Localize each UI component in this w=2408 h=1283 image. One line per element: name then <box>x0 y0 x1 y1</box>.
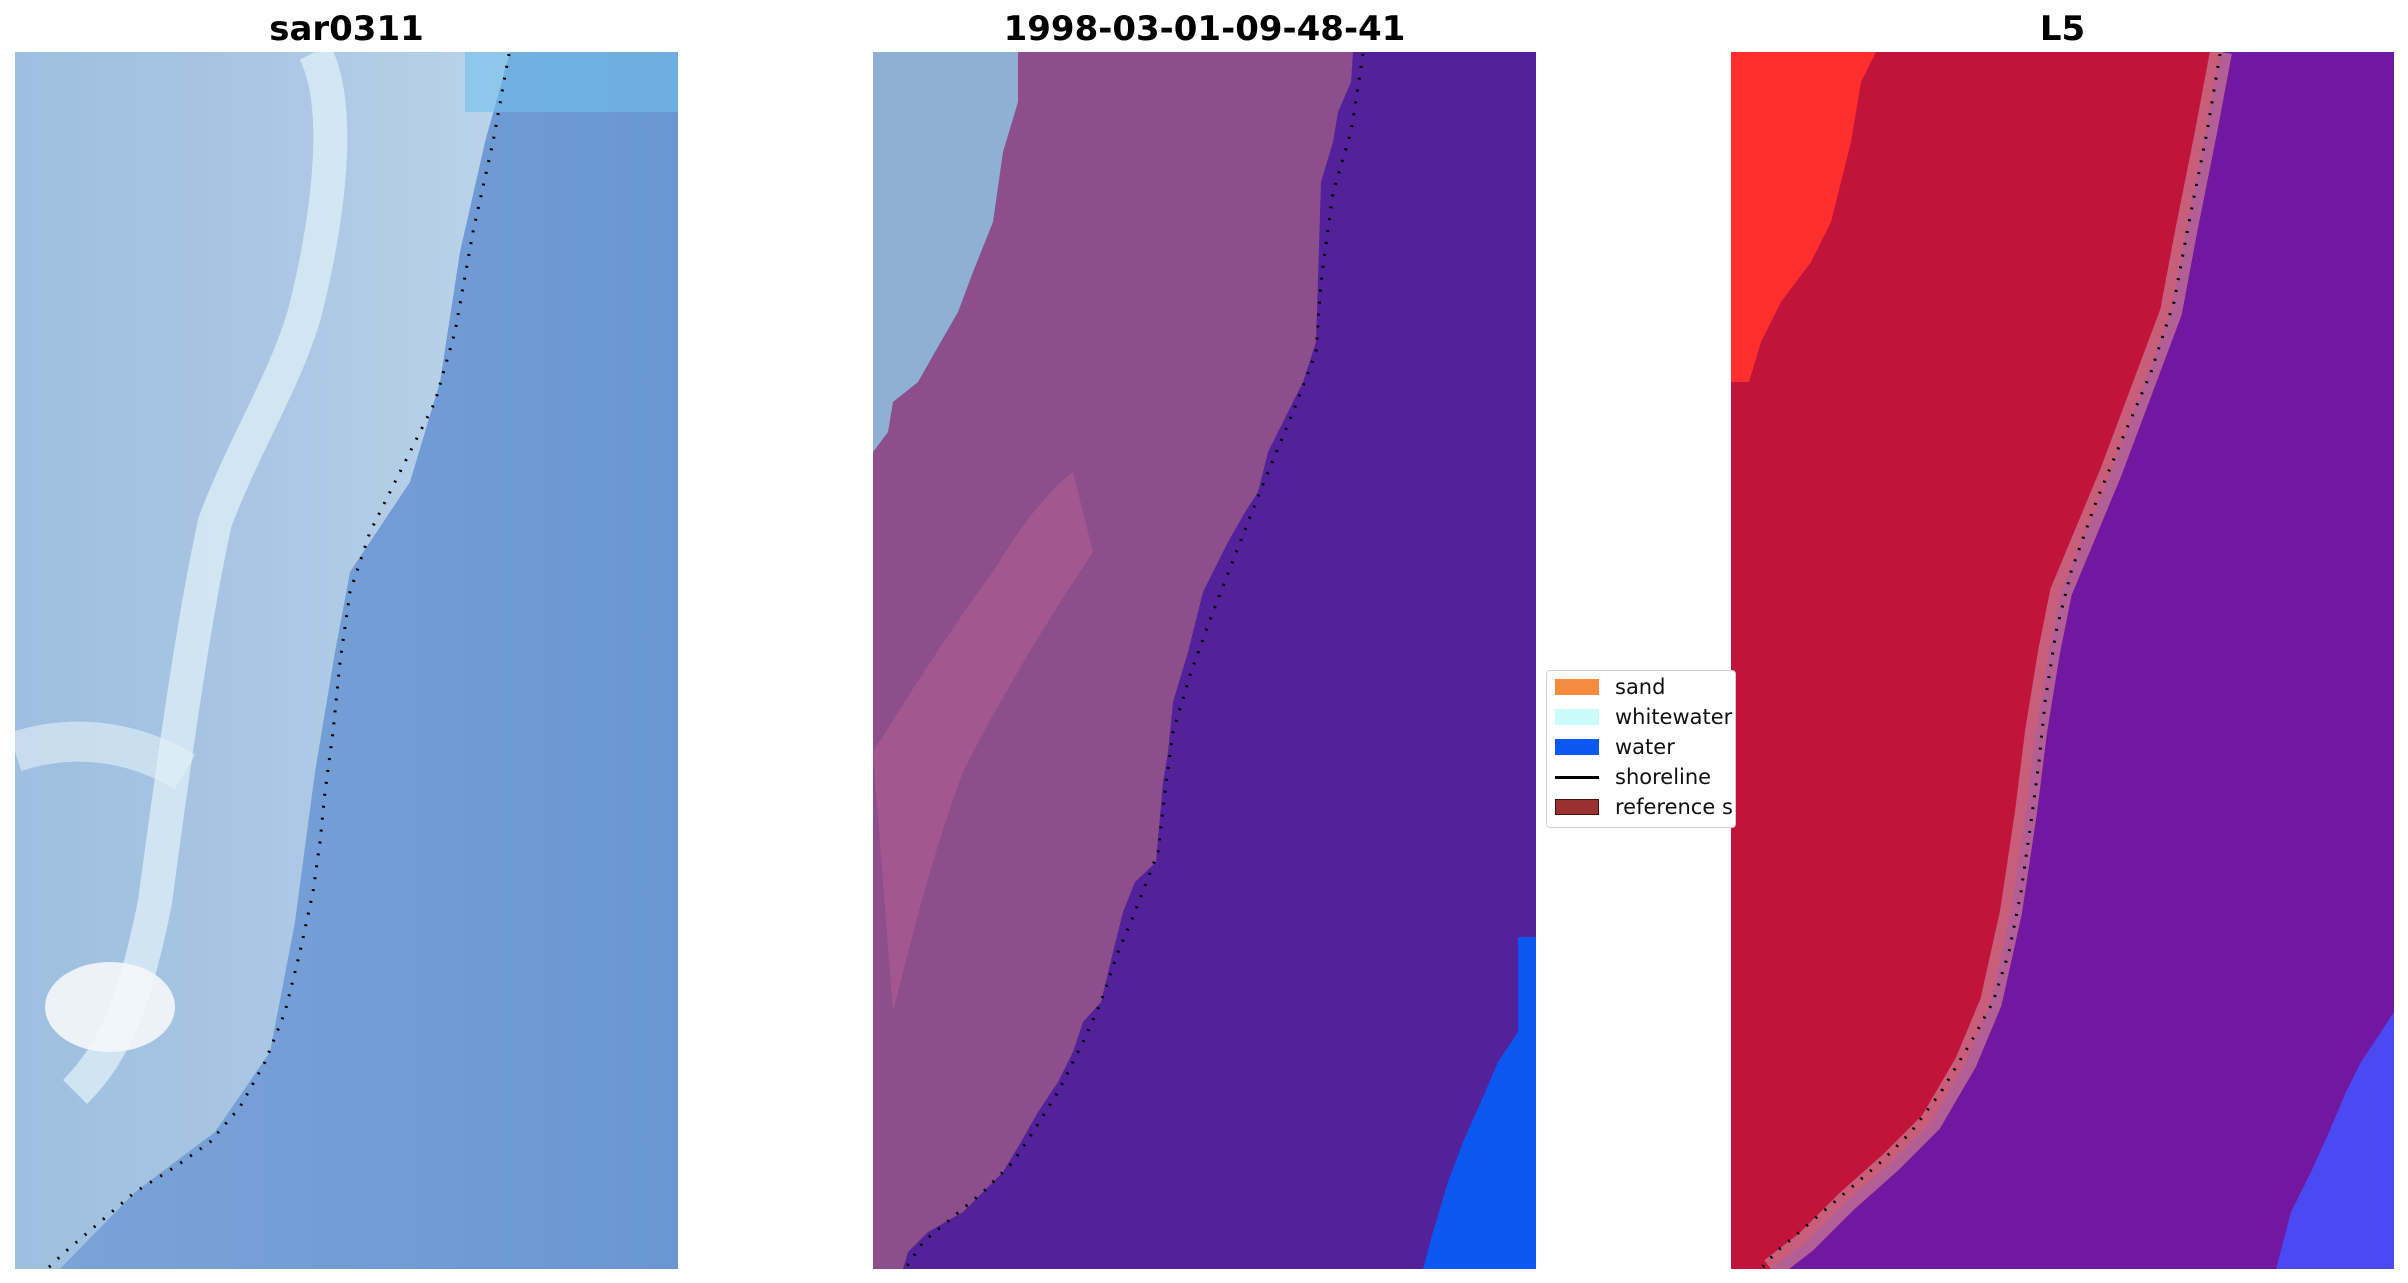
legend-label-shoreline: shoreline <box>1615 765 1712 789</box>
water-class-region <box>1423 937 1536 1269</box>
panel-title-l5: L5 <box>2039 9 2086 49</box>
red-land-area <box>1731 52 2221 1269</box>
legend-item-water: water <box>1555 735 1675 759</box>
l5-image <box>1731 52 2394 1269</box>
panel-title-classification: 1998-03-01-09-48-41 <box>1003 9 1406 49</box>
land-area <box>873 52 1353 1269</box>
legend-label-reference: reference s <box>1615 795 1733 819</box>
sand-swatch <box>1555 679 1599 695</box>
legend-item-reference: reference s <box>1555 795 1733 819</box>
rgb-image-panel <box>15 52 678 1269</box>
whitewater-region <box>873 52 1018 452</box>
bright-water-corner <box>465 52 678 112</box>
legend: sand whitewater water shoreline referenc… <box>1546 670 1736 828</box>
legend-item-whitewater: whitewater <box>1555 705 1732 729</box>
transition-band <box>1764 52 2232 1269</box>
classification-panel <box>873 52 1536 1269</box>
l5-image-panel <box>1731 52 2394 1269</box>
water-swatch <box>1555 739 1599 755</box>
reference-swatch <box>1555 799 1599 815</box>
legend-label-whitewater: whitewater <box>1615 705 1733 729</box>
legend-item-shoreline: shoreline <box>1555 765 1711 789</box>
whitewater-swatch <box>1555 709 1599 725</box>
blue-water-region <box>2276 1012 2394 1269</box>
shoreline-dots <box>1759 53 2222 1269</box>
surf-band <box>62 52 348 1105</box>
pink-land-band <box>873 472 1093 1012</box>
bright-red-region <box>1731 52 1876 382</box>
shoreline-dots <box>45 53 511 1269</box>
panel-title-rgb: sar0311 <box>269 9 424 49</box>
legend-label-sand: sand <box>1615 675 1666 699</box>
classification-image <box>873 52 1536 1269</box>
legend-label-water: water <box>1615 735 1675 759</box>
rgb-image <box>15 52 678 1269</box>
shoreline-swatch <box>1555 775 1599 779</box>
legend-item-sand: sand <box>1555 675 1665 699</box>
foam-patch <box>45 962 175 1052</box>
surf-band-lower <box>15 721 196 790</box>
